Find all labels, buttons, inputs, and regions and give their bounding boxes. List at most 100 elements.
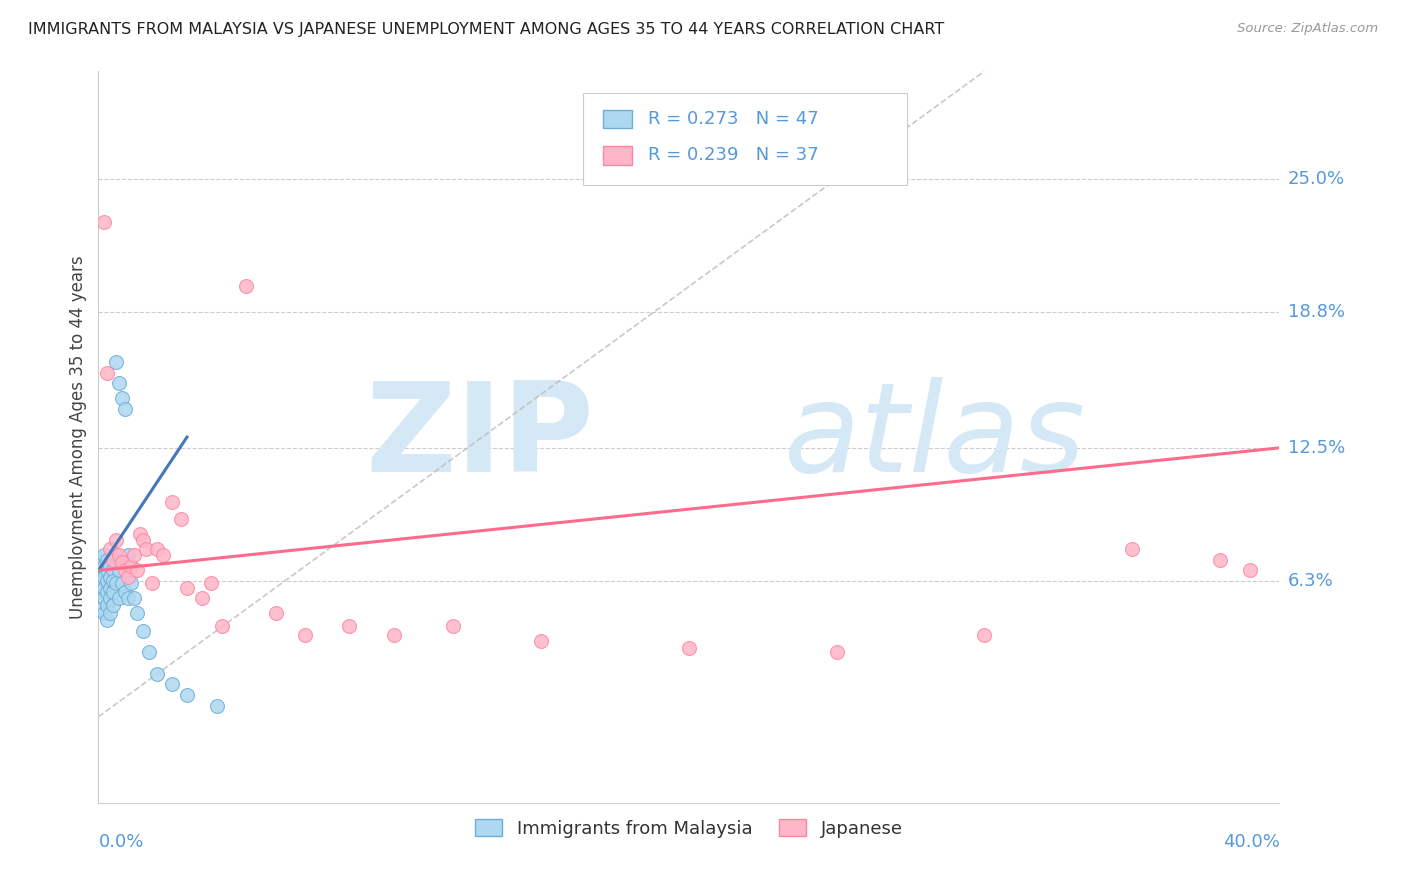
Text: 18.8%: 18.8%	[1288, 303, 1344, 321]
Point	[132, 533, 155, 548]
FancyBboxPatch shape	[603, 110, 633, 128]
Point	[96, 366, 118, 380]
Point	[120, 559, 142, 574]
Point	[103, 574, 125, 589]
Point	[98, 591, 121, 606]
Point	[441, 619, 464, 633]
Point	[108, 591, 131, 606]
Point	[264, 607, 287, 621]
Point	[162, 494, 183, 508]
Point	[90, 585, 112, 599]
Point	[114, 564, 136, 578]
Text: 0.0%: 0.0%	[98, 833, 143, 851]
Point	[128, 527, 150, 541]
Point	[205, 698, 228, 713]
Point	[530, 634, 553, 648]
Point	[105, 355, 128, 369]
Text: R = 0.273   N = 47: R = 0.273 N = 47	[648, 110, 818, 128]
Point	[973, 628, 995, 642]
Text: 40.0%: 40.0%	[1223, 833, 1279, 851]
Point	[114, 585, 136, 599]
Point	[90, 602, 112, 616]
Point	[103, 598, 125, 612]
Point	[90, 576, 112, 591]
Point	[96, 598, 118, 612]
Point	[98, 570, 121, 584]
Point	[678, 640, 700, 655]
Point	[122, 591, 145, 606]
Point	[96, 585, 118, 599]
Point	[93, 559, 115, 574]
Point	[98, 607, 121, 621]
Point	[93, 591, 115, 606]
Text: Source: ZipAtlas.com: Source: ZipAtlas.com	[1237, 22, 1378, 36]
Point	[191, 591, 214, 606]
Point	[98, 541, 121, 556]
Text: 12.5%: 12.5%	[1288, 439, 1346, 457]
Point	[211, 619, 233, 633]
Text: R = 0.239   N = 37: R = 0.239 N = 37	[648, 146, 818, 164]
FancyBboxPatch shape	[603, 146, 633, 165]
Point	[90, 564, 112, 578]
Point	[93, 581, 115, 595]
Point	[339, 619, 361, 633]
Point	[176, 581, 198, 595]
Point	[108, 564, 131, 578]
FancyBboxPatch shape	[582, 94, 907, 185]
Point	[93, 215, 115, 229]
Point	[294, 628, 316, 642]
Point	[93, 570, 115, 584]
Point	[111, 392, 134, 406]
Point	[96, 574, 118, 589]
Point	[103, 564, 125, 578]
Point	[176, 688, 198, 702]
Point	[96, 613, 118, 627]
Point	[152, 549, 174, 563]
Point	[146, 541, 169, 556]
Point	[103, 552, 125, 566]
Point	[141, 576, 163, 591]
Text: IMMIGRANTS FROM MALAYSIA VS JAPANESE UNEMPLOYMENT AMONG AGES 35 TO 44 YEARS CORR: IMMIGRANTS FROM MALAYSIA VS JAPANESE UNE…	[28, 22, 945, 37]
Point	[93, 549, 115, 563]
Point	[96, 564, 118, 578]
Point	[90, 555, 112, 569]
Point	[105, 533, 128, 548]
Point	[98, 559, 121, 574]
Point	[108, 549, 131, 563]
Point	[1209, 552, 1232, 566]
Point	[125, 564, 148, 578]
Point	[108, 376, 131, 391]
Y-axis label: Unemployment Among Ages 35 to 44 years: Unemployment Among Ages 35 to 44 years	[69, 255, 87, 619]
Point	[138, 645, 160, 659]
Point	[111, 555, 134, 569]
Text: atlas: atlas	[783, 376, 1085, 498]
Text: 6.3%: 6.3%	[1288, 572, 1333, 591]
Point	[1121, 541, 1143, 556]
Point	[117, 549, 139, 563]
Point	[96, 552, 118, 566]
Point	[122, 549, 145, 563]
Point	[103, 585, 125, 599]
Point	[1239, 564, 1261, 578]
Point	[114, 402, 136, 417]
Point	[200, 576, 222, 591]
Point	[146, 666, 169, 681]
Point	[120, 576, 142, 591]
Text: 25.0%: 25.0%	[1288, 169, 1346, 188]
Legend: Immigrants from Malaysia, Japanese: Immigrants from Malaysia, Japanese	[468, 813, 910, 845]
Point	[382, 628, 405, 642]
Point	[105, 549, 128, 563]
Point	[825, 645, 848, 659]
Point	[111, 576, 134, 591]
Point	[135, 541, 157, 556]
Point	[93, 607, 115, 621]
Point	[98, 581, 121, 595]
Point	[117, 591, 139, 606]
Point	[132, 624, 155, 638]
Text: ZIP: ZIP	[366, 376, 595, 498]
Point	[170, 512, 193, 526]
Point	[105, 576, 128, 591]
Point	[235, 279, 257, 293]
Point	[117, 570, 139, 584]
Point	[125, 607, 148, 621]
